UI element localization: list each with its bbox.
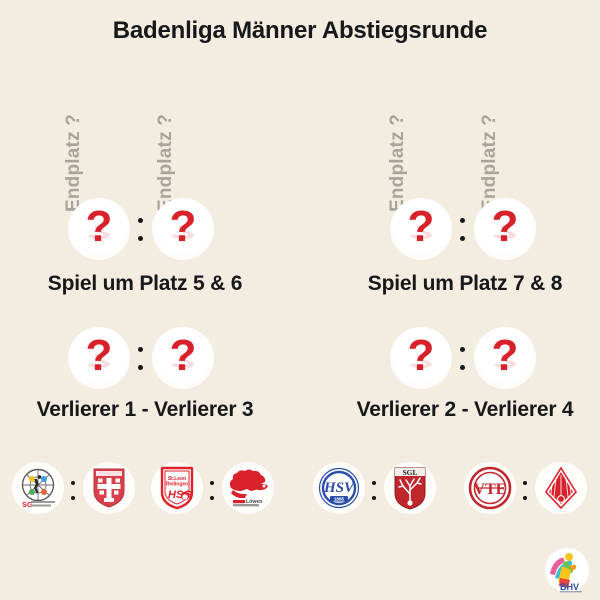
- semifinal-match-2-home-score-circle[interactable]: ? ?: [390, 327, 452, 389]
- endplatz-label-2: Endplatz ?: [155, 113, 176, 212]
- question-mark-icon: ?: [491, 202, 519, 251]
- question-mark-icon: ?: [85, 331, 113, 380]
- placement-match-1-home-score-circle[interactable]: ? ?: [68, 198, 130, 260]
- semifinal-match-2-caption: Verlierer 2 - Verlierer 4: [356, 398, 574, 421]
- club-pairing-2-separator: [207, 481, 217, 500]
- semifinal-match-1-separator: [133, 347, 147, 370]
- question-mark-icon: ?: [169, 331, 197, 380]
- question-mark-icon: ?: [491, 331, 519, 380]
- club-logo-sgl-antler-shield[interactable]: SGL: [384, 462, 436, 514]
- question-mark-icon: ?: [85, 202, 113, 251]
- club-logo-hsv-1885[interactable]: HSV 1885: [313, 462, 365, 514]
- semifinal-match-2-away-score-circle[interactable]: ? ?: [474, 327, 536, 389]
- placement-match-1-caption: Spiel um Platz 5 & 6: [47, 272, 243, 295]
- question-mark-icon: ?: [169, 202, 197, 251]
- placement-match-2-caption: Spiel um Platz 7 & 8: [367, 272, 563, 295]
- club-logo-sg-stutensee-weingarten[interactable]: SG: [12, 462, 64, 514]
- svg-text:HSV: HSV: [323, 480, 356, 496]
- club-pairing-4-separator: [520, 481, 530, 500]
- club-pairing-3-separator: [369, 481, 379, 500]
- svg-text:St.Leon: St.Leon: [168, 476, 186, 482]
- club-logo-red-diamond[interactable]: [535, 462, 587, 514]
- placement-match-1-separator: [133, 218, 147, 241]
- endplatz-label-1: Endplatz ?: [63, 113, 84, 212]
- page-title: Badenliga Männer Abstiegsrunde: [112, 17, 488, 44]
- semifinal-match-2-separator: [455, 347, 469, 370]
- bhv-logo[interactable]: BHV: [536, 544, 592, 594]
- semifinal-match-1-caption: Verlierer 1 - Verlierer 3: [36, 398, 254, 421]
- svg-text:Reilingen: Reilingen: [166, 482, 189, 488]
- question-mark-icon: ?: [407, 331, 435, 380]
- placement-match-2-separator: [455, 218, 469, 241]
- placement-match-2-home-score-circle[interactable]: ? ?: [390, 198, 452, 260]
- club-pairing-1-separator: [68, 481, 78, 500]
- endplatz-label-3: Endplatz ?: [387, 113, 408, 212]
- club-logo-hsg-st-leon-reilingen[interactable]: St.Leon Reilingen HSG: [151, 462, 203, 514]
- club-logo-vfe-monogram[interactable]: VTE: [464, 462, 516, 514]
- placement-match-2-away-score-circle[interactable]: ? ?: [474, 198, 536, 260]
- svg-text:BHV: BHV: [560, 582, 579, 592]
- svg-text:SGL: SGL: [402, 468, 417, 477]
- semifinal-match-1-away-score-circle[interactable]: ? ?: [152, 327, 214, 389]
- semifinal-match-1-home-score-circle[interactable]: ? ?: [68, 327, 130, 389]
- svg-text:SG: SG: [22, 500, 33, 509]
- placement-match-1-away-score-circle[interactable]: ? ?: [152, 198, 214, 260]
- club-logo-red-shield-cross[interactable]: [83, 462, 135, 514]
- svg-text:VTE: VTE: [474, 481, 507, 498]
- question-mark-icon: ?: [407, 202, 435, 251]
- endplatz-label-4: Endplatz ?: [479, 113, 500, 212]
- club-logo-lion-head[interactable]: Löwen: [222, 462, 274, 514]
- svg-text:Löwen: Löwen: [246, 499, 262, 505]
- svg-text:1885: 1885: [334, 496, 345, 501]
